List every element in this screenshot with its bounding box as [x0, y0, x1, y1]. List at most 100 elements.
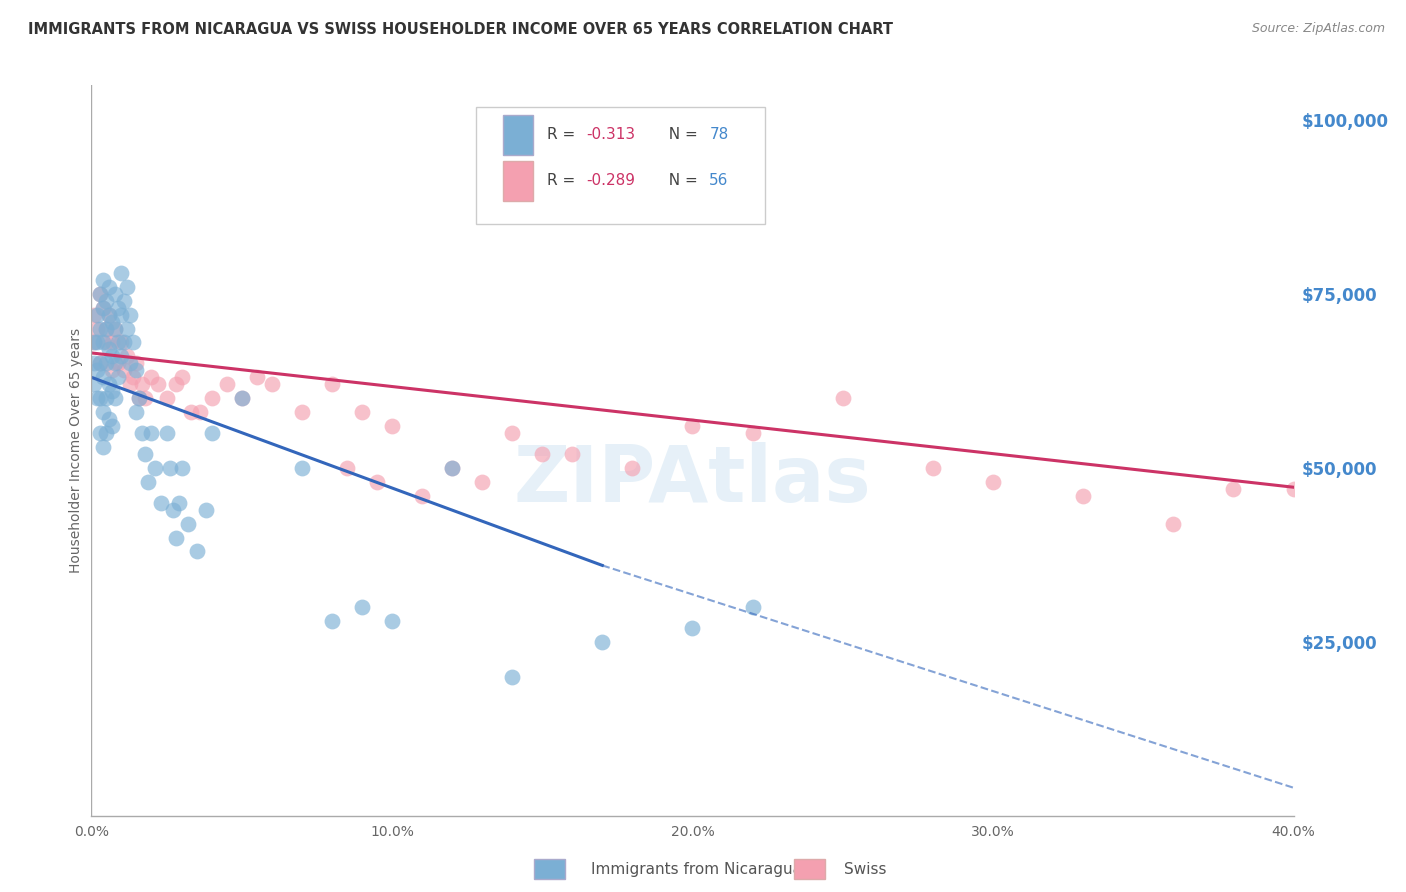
Point [110, 308, 132, 322]
Point [146, 377, 169, 392]
Point [134, 391, 156, 405]
Point [107, 301, 129, 315]
Point [117, 279, 139, 293]
Point [381, 614, 404, 628]
Point [336, 461, 359, 475]
Point [131, 377, 153, 392]
Point [93, 301, 115, 315]
Point [86, 335, 108, 350]
Point [741, 600, 763, 615]
Point [96, 425, 118, 440]
Point [96, 321, 118, 335]
Point [120, 308, 142, 322]
Point [101, 384, 124, 399]
Point [321, 377, 343, 392]
Point [98, 308, 121, 322]
Text: 56: 56 [709, 173, 728, 188]
Point [104, 321, 127, 335]
Text: Source: ZipAtlas.com: Source: ZipAtlas.com [1251, 22, 1385, 36]
Point [98, 343, 121, 357]
Point [170, 461, 193, 475]
Point [93, 335, 115, 350]
Point [381, 419, 404, 434]
Point [561, 447, 583, 461]
Point [831, 391, 853, 405]
Point [89, 286, 111, 301]
Text: R =: R = [547, 128, 581, 143]
Text: N =: N = [659, 128, 703, 143]
Text: R =: R = [547, 173, 581, 188]
Point [141, 370, 163, 384]
Point [104, 286, 127, 301]
Point [110, 335, 132, 350]
Text: 78: 78 [709, 128, 728, 143]
Point [89, 356, 111, 370]
Point [107, 335, 129, 350]
Point [186, 544, 208, 558]
Point [143, 461, 166, 475]
Point [107, 370, 129, 384]
FancyBboxPatch shape [502, 115, 533, 155]
Point [131, 425, 153, 440]
Point [321, 614, 343, 628]
Point [741, 425, 763, 440]
Point [180, 405, 202, 419]
Point [89, 286, 111, 301]
Point [176, 516, 198, 531]
Point [591, 635, 613, 649]
Point [98, 279, 121, 293]
Text: N =: N = [659, 173, 703, 188]
Point [231, 391, 253, 405]
Point [149, 496, 172, 510]
Point [117, 321, 139, 335]
Point [104, 321, 127, 335]
Point [1222, 482, 1244, 496]
Point [134, 447, 156, 461]
Point [350, 405, 373, 419]
Point [128, 391, 150, 405]
Point [125, 363, 148, 377]
Point [155, 425, 177, 440]
Point [83, 308, 105, 322]
Point [96, 293, 118, 308]
Point [188, 405, 211, 419]
Point [162, 502, 184, 516]
Text: ZIPAtlas: ZIPAtlas [513, 442, 872, 517]
Point [86, 321, 108, 335]
Point [93, 273, 115, 287]
Point [98, 377, 121, 392]
Point [128, 391, 150, 405]
Point [501, 670, 523, 684]
Point [96, 335, 118, 350]
Point [231, 391, 253, 405]
Point [350, 600, 373, 615]
Point [531, 447, 554, 461]
Point [1161, 516, 1184, 531]
Point [440, 461, 463, 475]
Point [83, 335, 105, 350]
Point [165, 531, 187, 545]
Point [89, 356, 111, 370]
FancyBboxPatch shape [502, 161, 533, 201]
Point [201, 425, 224, 440]
Point [93, 370, 115, 384]
Point [260, 377, 283, 392]
Point [681, 419, 703, 434]
Point [681, 621, 703, 635]
Point [114, 335, 136, 350]
Text: IMMIGRANTS FROM NICARAGUA VS SWISS HOUSEHOLDER INCOME OVER 65 YEARS CORRELATION : IMMIGRANTS FROM NICARAGUA VS SWISS HOUSE… [28, 22, 893, 37]
Point [96, 356, 118, 370]
Point [114, 363, 136, 377]
Point [167, 496, 190, 510]
Point [194, 502, 217, 516]
Point [159, 461, 181, 475]
Point [86, 391, 108, 405]
Point [138, 475, 160, 489]
Point [501, 425, 523, 440]
Point [101, 419, 124, 434]
Point [291, 405, 314, 419]
Point [98, 412, 121, 426]
Point [981, 475, 1004, 489]
Point [86, 363, 108, 377]
Point [101, 335, 124, 350]
